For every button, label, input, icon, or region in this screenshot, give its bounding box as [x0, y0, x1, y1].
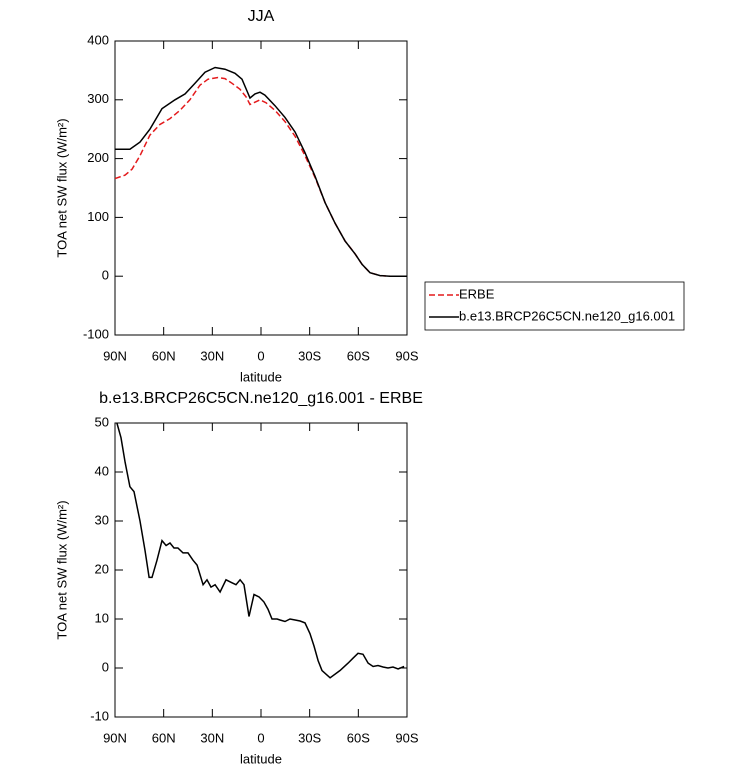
y-tick-label: 10	[95, 610, 109, 625]
x-tick-label: 60N	[152, 730, 176, 745]
x-tick-label: 30S	[298, 730, 321, 745]
y-tick-label: 50	[95, 414, 109, 429]
chart-title: JJA	[248, 8, 275, 25]
y-tick-label: 40	[95, 463, 109, 478]
y-tick-label: 0	[102, 659, 109, 674]
legend-label: b.e13.BRCP26C5CN.ne120_g16.001	[459, 308, 675, 323]
x-tick-label: 30S	[298, 348, 321, 363]
line-series	[114, 76, 407, 277]
legend-label: ERBE	[459, 286, 495, 301]
x-tick-label: 90N	[103, 348, 127, 363]
x-tick-label: 60S	[347, 730, 370, 745]
x-tick-label: 30N	[200, 348, 224, 363]
y-axis-label: TOA net SW flux (W/m²)	[54, 500, 69, 639]
y-tick-label: 400	[87, 32, 109, 47]
y-tick-label: 0	[102, 268, 109, 283]
y-tick-label: 30	[95, 512, 109, 527]
y-tick-label: 20	[95, 561, 109, 576]
x-tick-label: 0	[257, 348, 264, 363]
x-tick-label: 0	[257, 730, 264, 745]
x-tick-label: 90S	[395, 730, 418, 745]
plot-frame	[114, 40, 408, 336]
x-tick-label: 90N	[103, 730, 127, 745]
y-tick-label: -10	[90, 708, 109, 723]
plot-frame	[114, 422, 408, 718]
x-axis-label: latitude	[240, 369, 282, 384]
y-tick-label: 200	[87, 150, 109, 165]
y-tick-label: 300	[87, 91, 109, 106]
x-tick-label: 60S	[347, 348, 370, 363]
line-series	[115, 66, 407, 277]
x-axis-label: latitude	[240, 751, 282, 766]
x-tick-label: 60N	[152, 348, 176, 363]
legend-box	[424, 281, 685, 331]
y-tick-label: 100	[87, 209, 109, 224]
line-series	[116, 422, 405, 679]
x-tick-label: 90S	[395, 348, 418, 363]
chart-title: b.e13.BRCP26C5CN.ne120_g16.001 - ERBE	[99, 390, 423, 407]
x-tick-label: 30N	[200, 730, 224, 745]
y-tick-label: -100	[83, 326, 109, 341]
y-axis-label: TOA net SW flux (W/m²)	[54, 118, 69, 257]
